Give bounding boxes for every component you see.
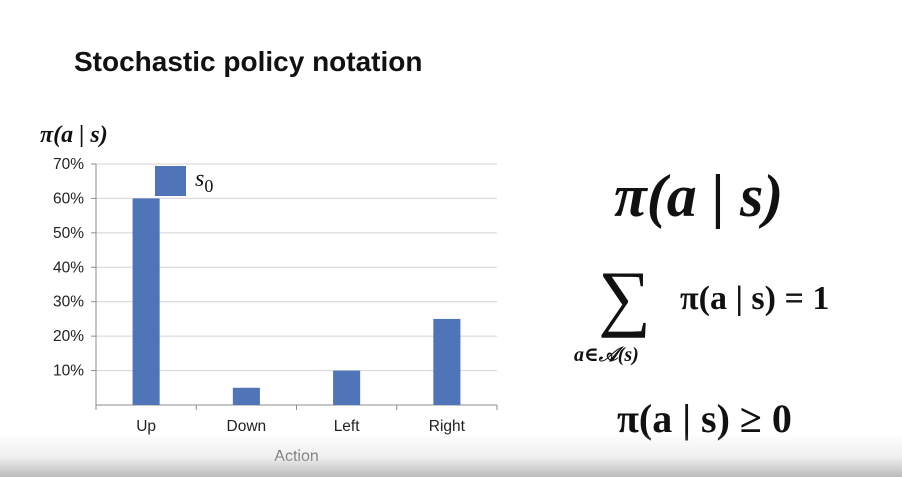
- y-tick-label: 20%: [53, 328, 84, 345]
- bar-up: [132, 198, 160, 405]
- nonnegativity-constraint: π(a | s) ≥ 0: [617, 396, 792, 441]
- summation-subscript: a∈𝒜(s): [574, 344, 639, 366]
- legend-swatch: [155, 166, 186, 196]
- x-tick-label: Down: [227, 418, 267, 435]
- y-tick-label: 10%: [53, 363, 84, 380]
- legend-label: s0: [195, 166, 213, 197]
- y-tick-label: 60%: [53, 190, 84, 207]
- bar-right: [433, 318, 461, 405]
- y-tick-label: 30%: [53, 294, 84, 311]
- bar-left: [333, 370, 361, 405]
- slide-title: Stochastic policy notation: [74, 46, 423, 77]
- y-tick-label: 50%: [53, 225, 84, 242]
- x-tick-label: Up: [136, 418, 156, 435]
- legend-label-subscript: 0: [204, 175, 214, 196]
- y-tick-label: 40%: [53, 259, 84, 276]
- bar-down: [232, 387, 260, 405]
- summation-expression: π(a | s) = 1: [680, 280, 830, 317]
- x-tick-label: Right: [429, 418, 466, 435]
- x-tick-label: Left: [334, 418, 361, 435]
- policy-formula: π(a | s): [614, 163, 784, 229]
- legend-label-base: s: [195, 166, 205, 192]
- y-tick-label: 70%: [53, 156, 84, 173]
- x-axis-title: Action: [274, 448, 318, 465]
- chart-y-axis-label: π(a | s): [40, 122, 108, 148]
- summation-sign: ∑: [598, 257, 651, 339]
